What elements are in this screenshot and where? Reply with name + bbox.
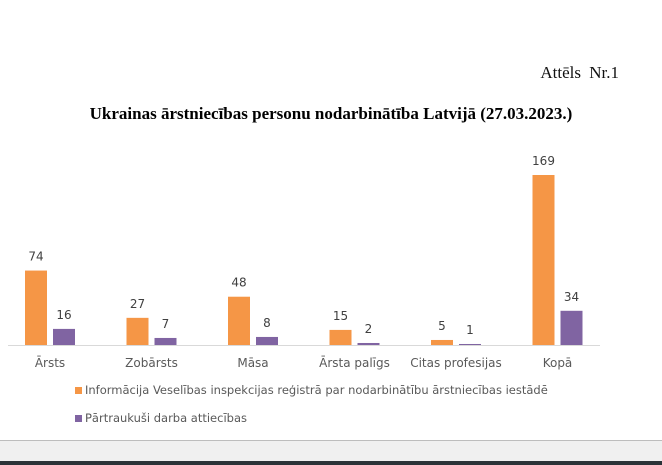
bar-registered-4	[431, 339, 453, 345]
x-tick-label: Ārsts	[35, 356, 65, 370]
x-tick-label: Ārsta palīgs	[319, 356, 390, 370]
bar-registered-5	[532, 175, 555, 345]
bar-terminated-1	[154, 337, 177, 345]
data-label: 8	[263, 316, 271, 330]
figure-label: Attēls Nr.1	[540, 63, 619, 82]
data-label: 169	[532, 154, 555, 168]
taskbar	[0, 461, 662, 465]
legend-label: Pārtraukuši darba attiecības	[85, 411, 247, 425]
x-tick-label: Kopā	[543, 356, 573, 370]
legend-swatch-orange	[75, 386, 82, 394]
bar-terminated-0	[53, 328, 75, 345]
x-tick-label: Zobārsts	[125, 356, 178, 370]
data-label: 16	[56, 308, 71, 322]
bar-registered-2	[228, 296, 250, 345]
bar-registered-1	[126, 317, 149, 345]
x-tick-label: Māsa	[237, 356, 268, 370]
data-label: 5	[438, 319, 446, 333]
chart-title: Ukrainas ārstniecības personu nodarbināt…	[89, 104, 573, 123]
legend-label: Informācija Veselības inspekcijas reģist…	[85, 383, 548, 397]
data-label: 27	[130, 297, 145, 311]
data-label: 1	[466, 323, 474, 337]
bar-terminated-5	[560, 310, 583, 345]
bar-terminated-3	[357, 342, 380, 345]
x-tick-label: Citas profesijas	[410, 356, 502, 370]
data-label: 2	[365, 322, 373, 336]
data-label: 48	[231, 276, 246, 290]
bar-terminated-4	[459, 343, 481, 345]
data-label: 15	[333, 309, 348, 323]
legend: Informācija Veselības inspekcijas reģist…	[75, 383, 548, 439]
bar-terminated-2	[256, 336, 278, 345]
legend-item-terminated: Pārtraukuši darba attiecības	[75, 411, 548, 425]
bar-registered-0	[25, 270, 47, 345]
legend-swatch-purple	[75, 414, 82, 422]
status-bar	[0, 440, 662, 462]
bar-registered-3	[329, 329, 352, 345]
data-label: 7	[162, 317, 170, 331]
data-label: 74	[28, 250, 43, 264]
data-label: 34	[564, 290, 579, 304]
legend-item-registered: Informācija Veselības inspekcijas reģist…	[75, 383, 548, 397]
